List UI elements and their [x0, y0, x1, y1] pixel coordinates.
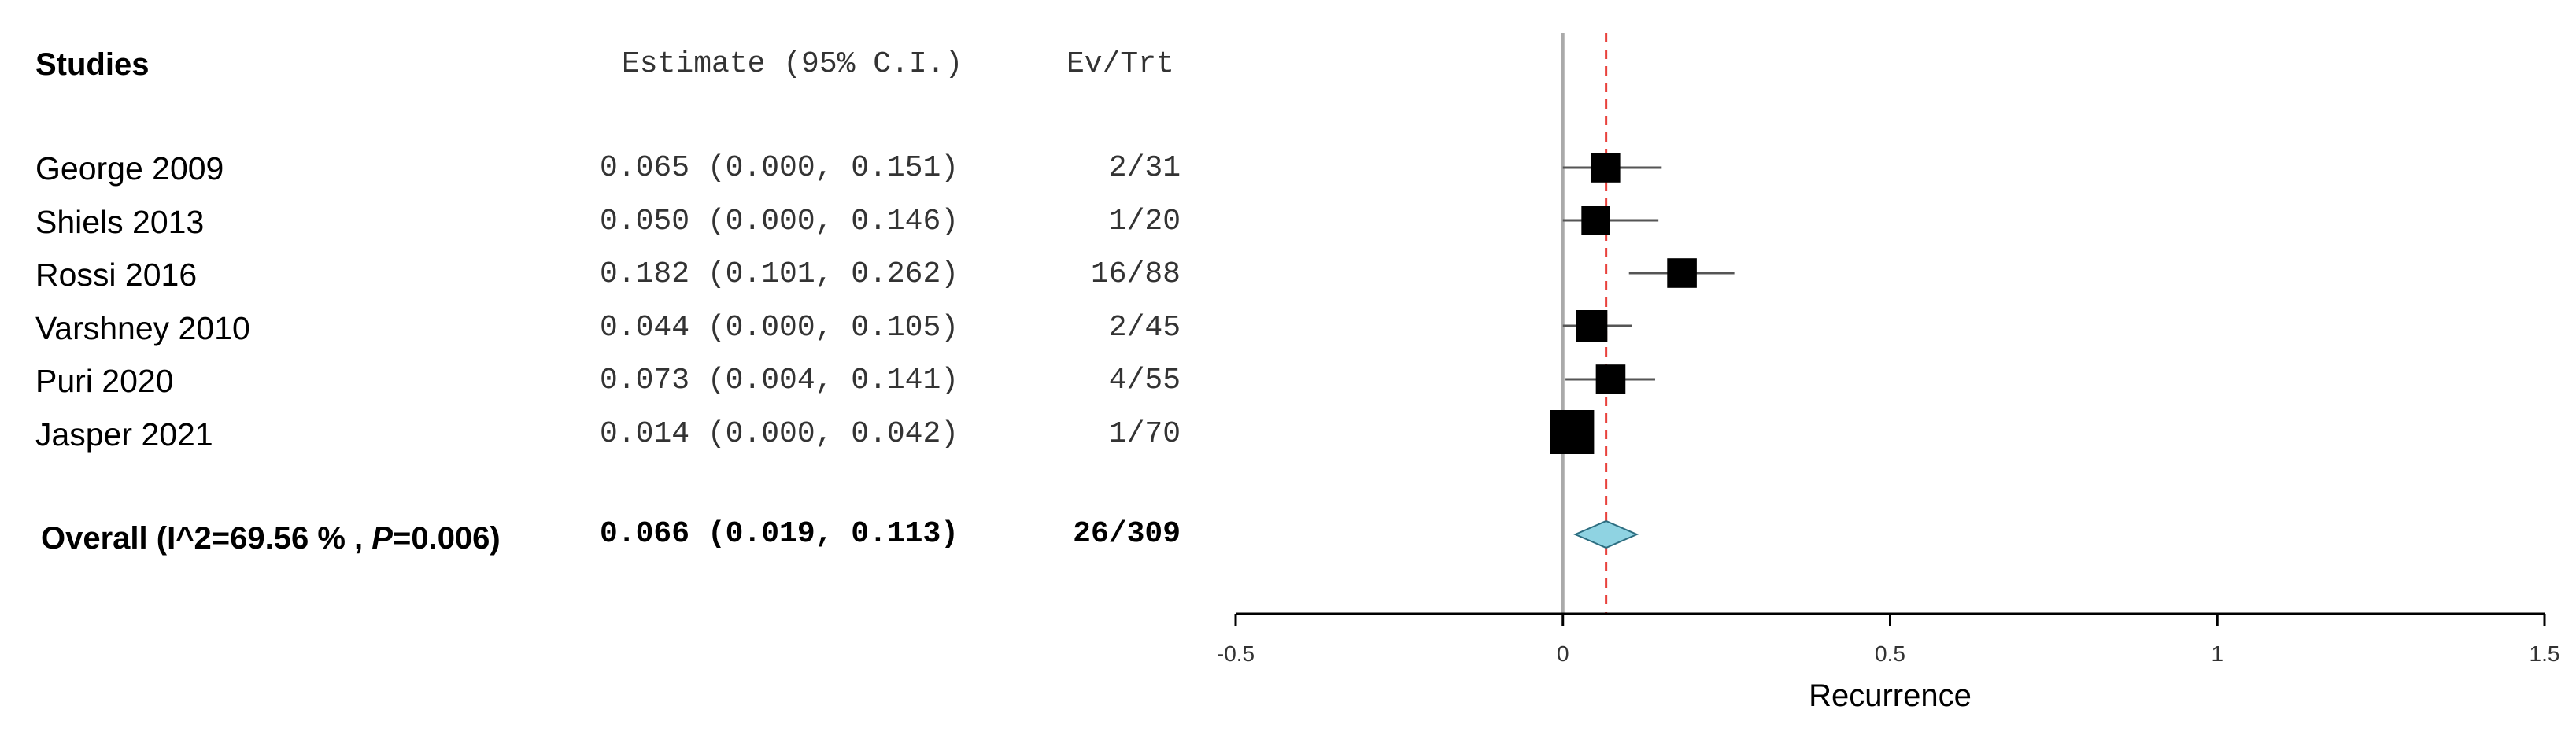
overall-label: Overall (I^2=69.56 % , P=0.006) — [41, 519, 501, 557]
header-studies: Studies — [35, 47, 150, 82]
x-tick-label: -0.5 — [1217, 641, 1255, 666]
study-estimate: 0.044 (0.000, 0.105) — [600, 311, 959, 345]
study-name: George 2009 — [35, 150, 224, 187]
x-axis-title: Recurrence — [1809, 678, 1972, 713]
study-ev-trt: 4/55 — [1108, 364, 1181, 397]
study-ev-trt: 2/31 — [1108, 151, 1181, 185]
x-tick-label: 1.5 — [2530, 641, 2560, 666]
study-marker — [1590, 153, 1621, 183]
study-marker — [1595, 364, 1626, 394]
x-tick-label: 1 — [2211, 641, 2223, 666]
study-ev-trt: 2/45 — [1108, 311, 1181, 345]
study-estimate: 0.014 (0.000, 0.042) — [600, 417, 959, 451]
overall-estimate: 0.066 (0.019, 0.113) — [600, 517, 959, 551]
study-estimate: 0.065 (0.000, 0.151) — [600, 151, 959, 185]
study-estimate: 0.073 (0.004, 0.141) — [600, 364, 959, 397]
x-tick-label: 0.5 — [1875, 641, 1905, 666]
study-marker — [1667, 258, 1697, 288]
header-estimate: Estimate (95% C.I.) — [622, 47, 963, 81]
x-tick-label: 0 — [1557, 641, 1569, 666]
study-ev-trt: 1/70 — [1108, 417, 1181, 451]
overall-ev-trt: 26/309 — [1073, 517, 1181, 551]
overall-label-suffix: =0.006) — [392, 521, 501, 556]
study-name: Varshney 2010 — [35, 310, 250, 346]
study-ev-trt: 16/88 — [1090, 257, 1181, 291]
header-ev-trt: Ev/Trt — [1066, 47, 1174, 81]
study-name: Jasper 2021 — [35, 416, 213, 453]
overall-diamond — [1573, 519, 1639, 549]
study-marker — [1576, 310, 1608, 342]
study-name: Puri 2020 — [35, 363, 174, 399]
study-ev-trt: 1/20 — [1108, 205, 1181, 238]
overall-label-p: P — [371, 521, 393, 556]
overall-label-prefix: Overall (I^2=69.56 % , — [41, 521, 372, 556]
study-name: Shiels 2013 — [35, 204, 205, 240]
study-marker — [1581, 206, 1610, 235]
study-marker — [1550, 410, 1595, 454]
study-name: Rossi 2016 — [35, 257, 198, 293]
study-estimate: 0.050 (0.000, 0.146) — [600, 205, 959, 238]
study-estimate: 0.182 (0.101, 0.262) — [600, 257, 959, 291]
